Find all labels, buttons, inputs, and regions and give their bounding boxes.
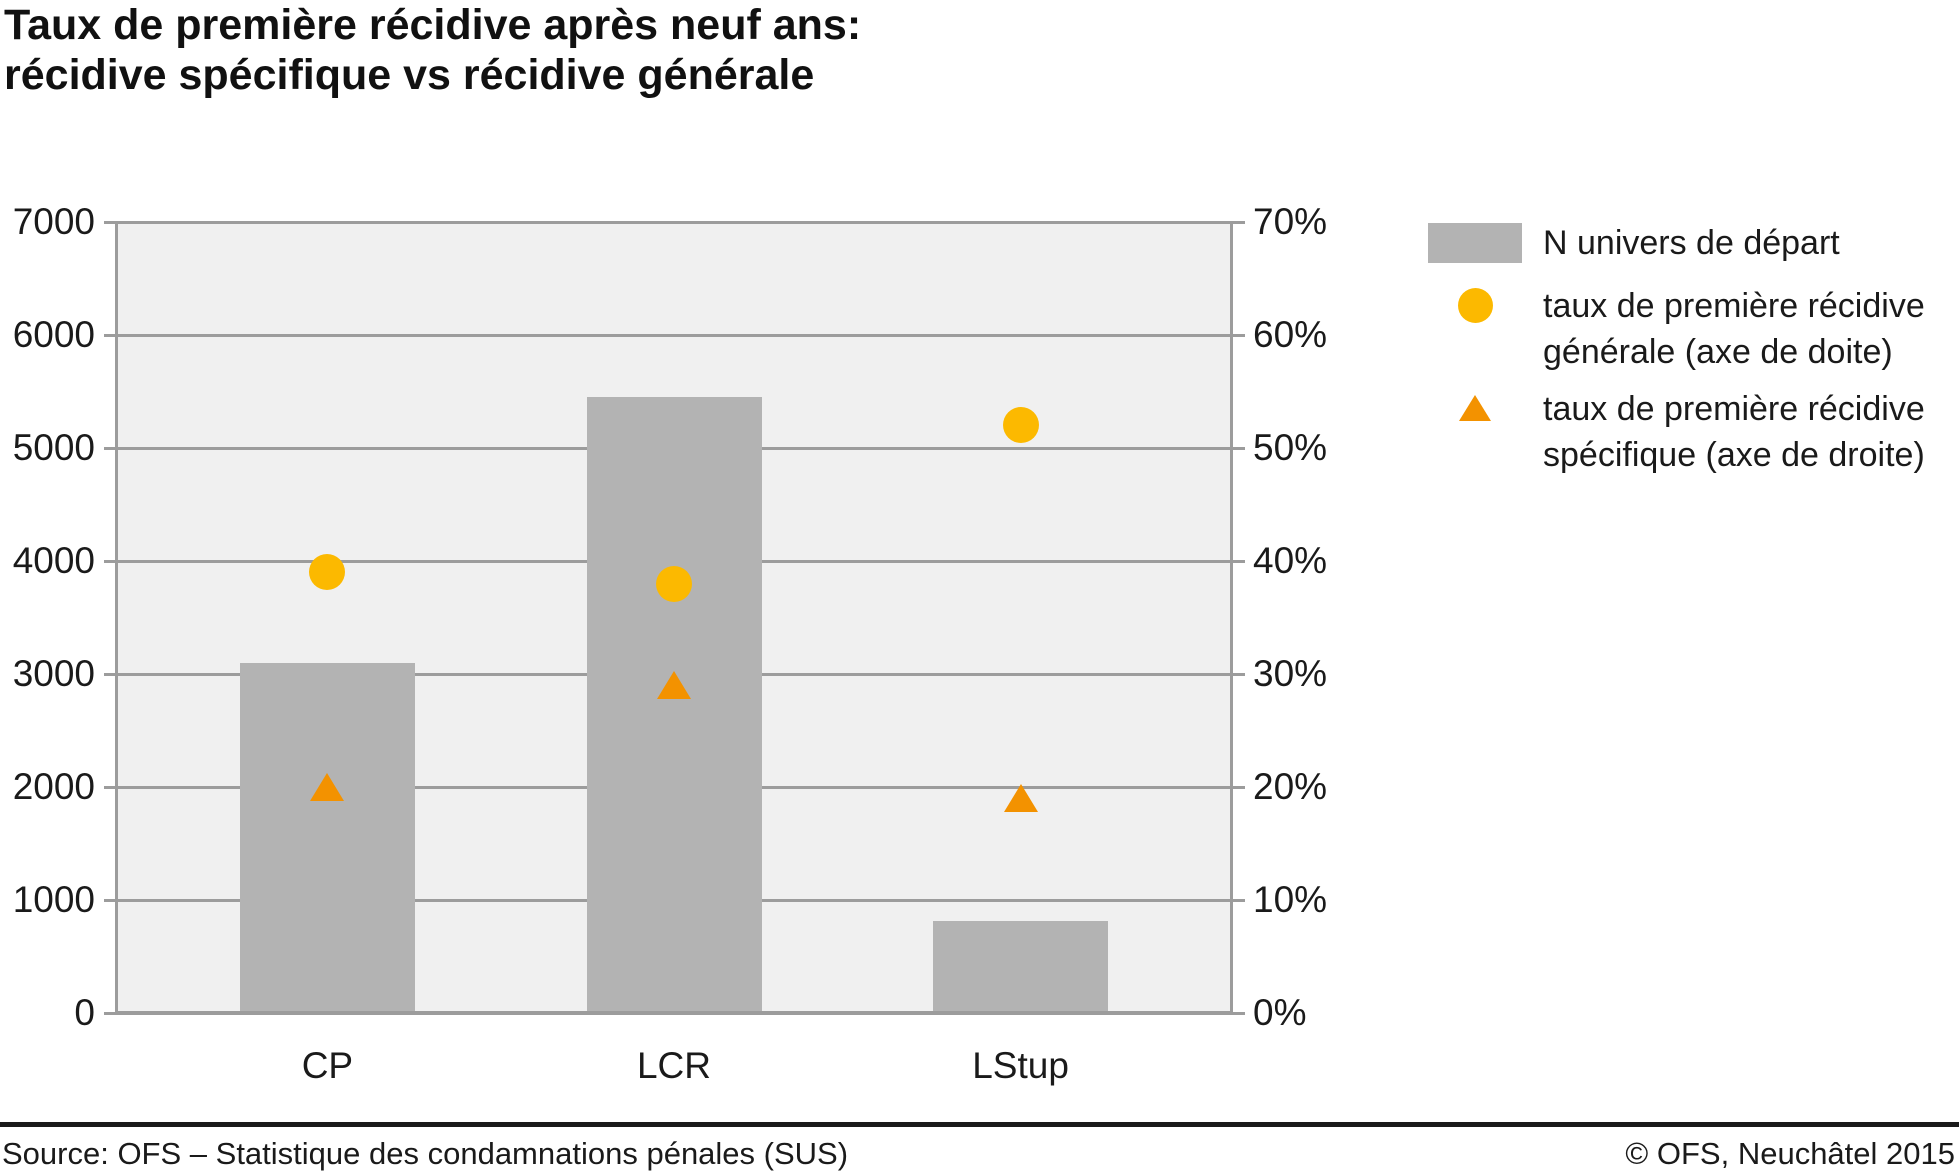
legend-label-bar-series: N univers de départ [1543, 224, 1840, 262]
right-axis-tick-label: 40% [1253, 540, 1328, 581]
legend-label-specific-rate: taux de première récidive spécifique (ax… [1543, 386, 1925, 478]
left-axis-tick-label: 0 [74, 992, 95, 1033]
general-rate-marker-cp [309, 554, 346, 591]
bar-lstup [933, 921, 1109, 1013]
specific-rate-marker-cp [310, 773, 345, 801]
specific-rate-marker-lcr [657, 671, 691, 700]
right-axis-tick-label: 0% [1253, 992, 1307, 1033]
legend-item-bar-series: N univers de départ [1428, 223, 1925, 263]
chart-title-line1: Taux de première récidive après neuf ans… [4, 1, 862, 49]
legend-label-general-rate: taux de première récidive générale (axe … [1543, 283, 1925, 375]
left-axis-tick-label: 6000 [12, 314, 95, 355]
left-axis-tick-label: 7000 [12, 201, 95, 242]
legend-label-general-line2: générale (axe de doite) [1543, 333, 1893, 371]
right-axis-tick [1233, 1011, 1245, 1015]
right-axis-tick-label: 30% [1253, 653, 1328, 694]
right-axis-tick [1233, 898, 1245, 902]
bar-swatch-icon [1428, 223, 1522, 263]
general-rate-marker-lcr [656, 565, 692, 602]
legend-icon-cell [1428, 223, 1522, 263]
y-gridline [115, 333, 1233, 337]
right-axis-tick [1233, 333, 1245, 337]
chart-title: Taux de première récidive après neuf ans… [4, 0, 861, 100]
right-axis-tick-label: 50% [1253, 427, 1328, 468]
left-axis-tick [104, 559, 115, 563]
right-axis-tick [1233, 446, 1245, 450]
right-axis-tick-label: 10% [1253, 879, 1328, 920]
right-axis-tick [1233, 672, 1245, 676]
category-label-lcr: LCR [636, 1045, 712, 1086]
legend-label-general-line1: taux de première récidive [1543, 287, 1925, 325]
general-rate-marker-lstup [1002, 407, 1039, 444]
left-axis-tick [104, 672, 115, 676]
x-axis-baseline [115, 1011, 1233, 1015]
left-axis-line [115, 222, 118, 1015]
left-axis-tick-label: 3000 [12, 653, 95, 694]
right-axis-line [1230, 222, 1233, 1015]
footer-copyright-text: © OFS, Neuchâtel 2015 [1625, 1136, 1955, 1171]
left-axis-tick-label: 4000 [12, 540, 95, 581]
bar-lcr [586, 397, 762, 1013]
legend: N univers de départ taux de première réc… [1428, 223, 1925, 478]
category-label-cp: CP [301, 1045, 354, 1086]
specific-rate-marker-lstup [1003, 784, 1038, 813]
left-axis-tick-label: 2000 [12, 766, 95, 807]
legend-label-specific-line1: taux de première récidive [1543, 390, 1925, 428]
footer-source-text: Source: OFS – Statistique des condamnati… [2, 1136, 849, 1171]
footer-divider [0, 1122, 1959, 1127]
left-axis-tick [104, 220, 115, 224]
right-axis-tick [1233, 785, 1245, 789]
left-axis-tick [104, 446, 115, 450]
left-axis-tick-label: 5000 [12, 427, 95, 468]
left-axis-tick-label: 1000 [12, 879, 95, 920]
right-axis-tick-label: 20% [1253, 766, 1328, 807]
legend-label-specific-line2: spécifique (axe de droite) [1543, 436, 1925, 474]
left-axis-tick [104, 898, 115, 902]
legend-icon-cell [1428, 283, 1522, 323]
left-axis-tick [104, 785, 115, 789]
legend-icon-cell [1428, 386, 1522, 421]
category-label-lstup: LStup [972, 1045, 1069, 1086]
legend-item-general-rate: taux de première récidive générale (axe … [1428, 283, 1925, 375]
bar-cp [239, 662, 415, 1013]
left-axis-tick [104, 333, 115, 337]
right-axis-tick-label: 60% [1253, 314, 1328, 355]
right-axis-tick [1233, 559, 1245, 563]
legend-item-specific-rate: taux de première récidive spécifique (ax… [1428, 386, 1925, 478]
circle-marker-icon [1457, 288, 1493, 323]
right-axis-tick-label: 70% [1253, 201, 1328, 242]
chart-title-line2: récidive spécifique vs récidive générale [4, 51, 815, 99]
triangle-marker-icon [1459, 395, 1491, 421]
y-gridline [115, 220, 1233, 224]
right-axis-tick [1233, 220, 1245, 224]
left-axis-tick [104, 1011, 115, 1015]
